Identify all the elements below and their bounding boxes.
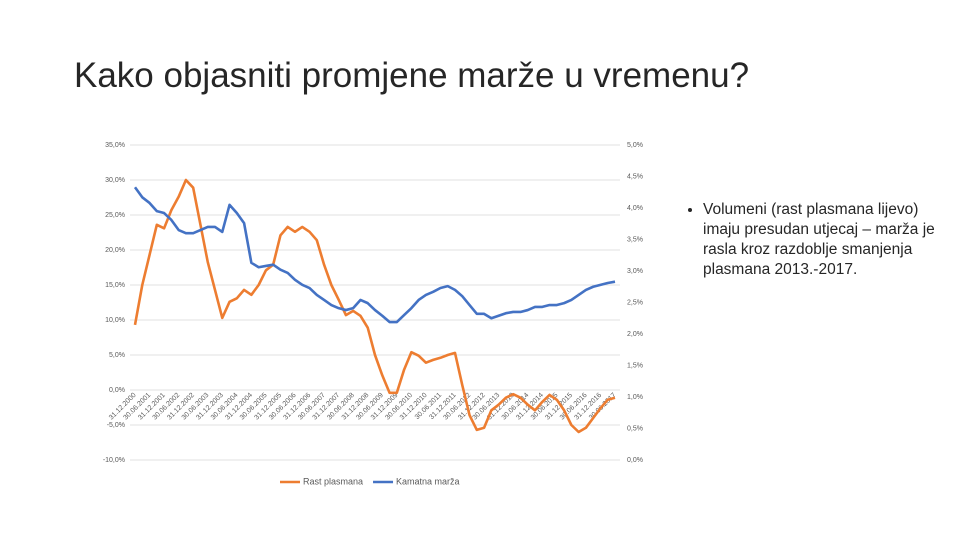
y-tick-label: 15,0%	[105, 282, 125, 289]
y-tick-label: 5,0%	[109, 352, 125, 359]
series-line	[133, 186, 616, 324]
y2-tick-label: 4,5%	[627, 173, 643, 180]
y2-tick-label: 0,5%	[627, 425, 643, 432]
y2-tick-label: 0,0%	[627, 457, 643, 464]
y2-tick-label: 5,0%	[627, 142, 643, 149]
y-tick-label: 25,0%	[105, 212, 125, 219]
y-tick-label: 20,0%	[105, 247, 125, 254]
y-tick-label: -10,0%	[103, 457, 125, 464]
y2-tick-label: 4,0%	[627, 205, 643, 212]
y2-tick-label: 3,0%	[627, 268, 643, 275]
y2-tick-label: 1,0%	[627, 394, 643, 401]
bullet: Volumeni (rast plasmana lijevo) imaju pr…	[703, 200, 938, 281]
bullet-list: Volumeni (rast plasmana lijevo) imaju pr…	[683, 200, 938, 281]
y2-tick-label: 2,5%	[627, 299, 643, 306]
series-line	[133, 178, 616, 434]
y-tick-label: 35,0%	[105, 142, 125, 149]
slide-title: Kako objasniti promjene marže u vremenu?	[74, 56, 750, 95]
y2-tick-label: 2,0%	[627, 331, 643, 338]
y2-tick-label: 3,5%	[627, 236, 643, 243]
legend-label: Rast plasmana	[303, 476, 363, 486]
y-tick-label: 10,0%	[105, 317, 125, 324]
y-tick-label: 30,0%	[105, 177, 125, 184]
y2-tick-label: 1,5%	[627, 362, 643, 369]
y-tick-label: 0,0%	[109, 387, 125, 394]
legend-label: Kamatna marža	[396, 476, 460, 486]
y-tick-label: -5,0%	[107, 422, 125, 429]
